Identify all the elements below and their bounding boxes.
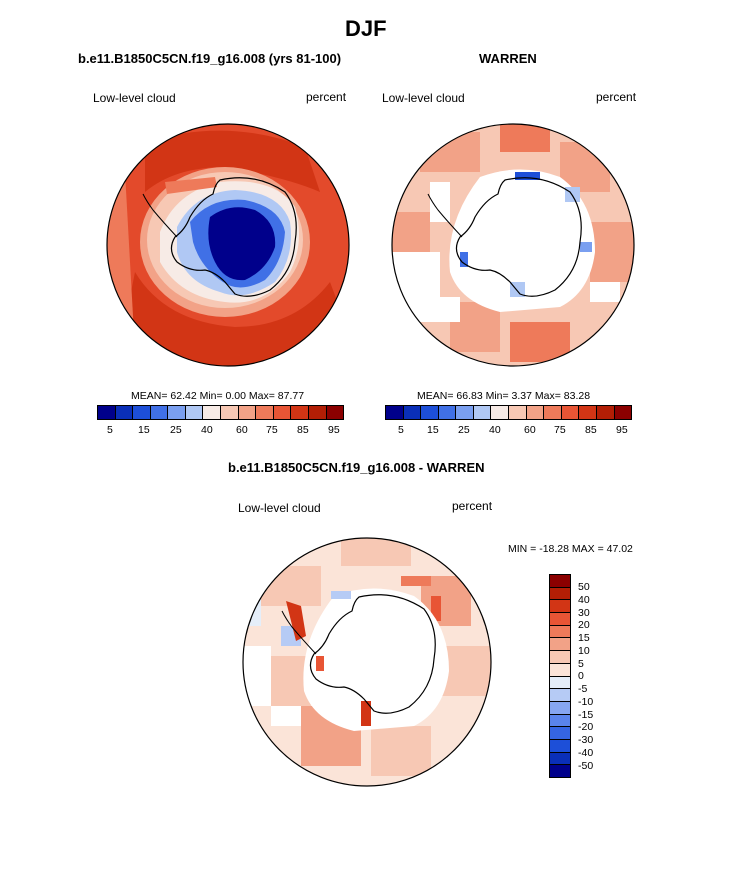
- bottom-tick-label: 20: [578, 619, 590, 631]
- bottom-tick-label: 30: [578, 607, 590, 619]
- left-tick-label: 5: [107, 424, 113, 436]
- bottom-colorbar-swatch: [550, 739, 570, 753]
- right-colorbar-swatch: [438, 406, 457, 419]
- left-colorbar-swatch: [185, 406, 204, 419]
- bottom-tick-label: 15: [578, 632, 590, 644]
- bottom-colorbar-swatch: [550, 714, 570, 728]
- bottom-colorbar-swatch: [550, 689, 570, 702]
- bottom-variable-label: Low-level cloud: [238, 501, 321, 515]
- bottom-colorbar-swatch: [550, 727, 570, 740]
- right-tick-label: 25: [458, 424, 470, 436]
- right-colorbar-swatch: [579, 406, 597, 419]
- right-colorbar: [385, 405, 632, 420]
- left-colorbar-swatch: [133, 406, 151, 419]
- left-variable-label: Low-level cloud: [93, 91, 176, 105]
- left-colorbar-swatch: [238, 406, 257, 419]
- left-tick-label: 25: [170, 424, 182, 436]
- bottom-stats: MIN = -18.28 MAX = 47.02: [508, 543, 633, 555]
- left-colorbar-swatch: [291, 406, 309, 419]
- right-tick-label: 15: [427, 424, 439, 436]
- right-colorbar-swatch: [386, 406, 404, 419]
- left-colorbar-swatch: [326, 406, 344, 419]
- right-colorbar-swatch: [403, 406, 422, 419]
- left-stats: MEAN= 62.42 Min= 0.00 Max= 87.77: [131, 390, 305, 402]
- bottom-tick-label: -5: [578, 683, 588, 695]
- bottom-tick-label: 10: [578, 645, 590, 657]
- left-units-label: percent: [306, 90, 347, 104]
- bottom-tick-label: -30: [578, 734, 594, 746]
- bottom-colorbar-swatch: [550, 676, 570, 690]
- bottom-tick-label: -15: [578, 709, 594, 721]
- right-colorbar-swatch: [596, 406, 615, 419]
- right-tick-label: 95: [616, 424, 628, 436]
- right-tick-label: 60: [524, 424, 536, 436]
- right-polar-map: [391, 123, 635, 367]
- bottom-colorbar-swatch: [550, 575, 570, 588]
- right-tick-label: 40: [489, 424, 501, 436]
- bottom-colorbar-swatch: [550, 638, 570, 652]
- right-stats: MEAN= 66.83 Min= 3.37 Max= 83.28: [417, 390, 591, 402]
- left-tick-label: 40: [201, 424, 213, 436]
- bottom-tick-label: 40: [578, 594, 590, 606]
- right-colorbar-swatch: [526, 406, 545, 419]
- bottom-colorbar-swatch: [550, 587, 570, 601]
- bottom-colorbar-swatch: [550, 701, 570, 715]
- right-colorbar-swatch: [456, 406, 474, 419]
- right-colorbar-swatch: [491, 406, 510, 419]
- left-colorbar-swatch: [203, 406, 222, 419]
- bottom-colorbar-swatch: [550, 663, 570, 677]
- left-colorbar-swatch: [273, 406, 292, 419]
- left-colorbar-swatch: [308, 406, 327, 419]
- bottom-tick-label: -10: [578, 696, 594, 708]
- right-tick-label: 5: [398, 424, 404, 436]
- left-tick-label: 85: [297, 424, 309, 436]
- right-tick-label: 75: [554, 424, 566, 436]
- left-tick-label: 15: [138, 424, 150, 436]
- left-colorbar-swatch: [168, 406, 186, 419]
- right-variable-label: Low-level cloud: [382, 91, 465, 105]
- left-colorbar-swatch: [150, 406, 169, 419]
- bottom-tick-label: -20: [578, 721, 594, 733]
- right-colorbar-swatch: [473, 406, 492, 419]
- bottom-units-label: percent: [452, 499, 493, 513]
- right-colorbar-swatch: [561, 406, 580, 419]
- bottom-polar-map: [242, 537, 492, 787]
- bottom-panel-heading: b.e11.B1850C5CN.f19_g16.008 - WARREN: [228, 460, 485, 475]
- bottom-tick-label: 50: [578, 581, 590, 593]
- left-colorbar: [97, 405, 344, 420]
- left-colorbar-swatch: [221, 406, 239, 419]
- bottom-tick-label: -50: [578, 760, 594, 772]
- bottom-colorbar-swatch: [550, 765, 570, 777]
- left-tick-label: 75: [266, 424, 278, 436]
- left-colorbar-swatch: [98, 406, 116, 419]
- right-colorbar-swatch: [509, 406, 527, 419]
- left-colorbar-swatch: [256, 406, 274, 419]
- left-tick-label: 95: [328, 424, 340, 436]
- bottom-colorbar: [549, 574, 571, 778]
- right-tick-label: 85: [585, 424, 597, 436]
- bottom-tick-label: 0: [578, 670, 584, 682]
- left-panel-heading: b.e11.B1850C5CN.f19_g16.008 (yrs 81-100): [78, 51, 342, 66]
- bottom-colorbar-swatch: [550, 752, 570, 766]
- bottom-colorbar-swatch: [550, 651, 570, 664]
- right-units-label: percent: [596, 90, 637, 104]
- bottom-colorbar-swatch: [550, 625, 570, 639]
- bottom-colorbar-swatch: [550, 613, 570, 626]
- right-colorbar-swatch: [544, 406, 562, 419]
- left-polar-map: [106, 123, 350, 367]
- right-colorbar-swatch: [614, 406, 632, 419]
- right-panel-heading: WARREN: [479, 51, 537, 66]
- left-colorbar-swatch: [115, 406, 134, 419]
- bottom-tick-label: -40: [578, 747, 594, 759]
- bottom-tick-label: 5: [578, 658, 584, 670]
- bottom-colorbar-swatch: [550, 600, 570, 614]
- left-tick-label: 60: [236, 424, 248, 436]
- right-colorbar-swatch: [421, 406, 439, 419]
- page-title: DJF: [345, 16, 387, 41]
